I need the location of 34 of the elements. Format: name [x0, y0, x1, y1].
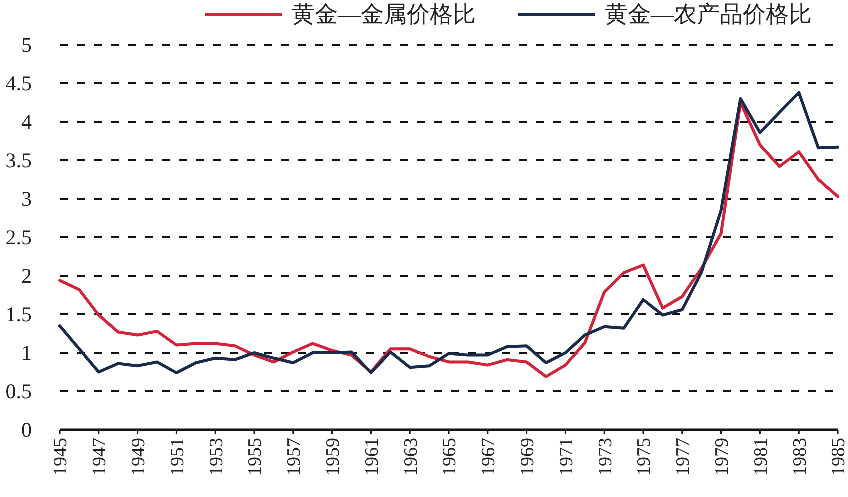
x-tick-label: 1971 — [556, 438, 578, 476]
x-tick-label: 1949 — [128, 438, 150, 476]
y-tick-label: 4.5 — [6, 72, 32, 96]
y-tick-label: 5 — [22, 33, 32, 57]
y-tick-label: 3 — [22, 187, 32, 211]
y-tick-label: 0 — [22, 418, 32, 442]
x-tick-label: 1963 — [400, 438, 422, 476]
x-tick-label: 1965 — [440, 438, 461, 476]
x-tick-label: 1945 — [50, 438, 72, 476]
y-tick-label: 1 — [22, 341, 32, 365]
x-tick-label: 1973 — [595, 438, 616, 476]
legend-label: 黄金—农产品价格比 — [605, 2, 812, 27]
x-tick-label: 1957 — [284, 438, 306, 476]
x-tick-label: 1983 — [790, 438, 811, 476]
x-tick-label: 1985 — [828, 438, 848, 476]
x-tick-label: 1955 — [245, 438, 266, 476]
x-tick-label: 1961 — [362, 438, 383, 476]
x-tick-label: 1977 — [673, 438, 694, 476]
x-tick-label: 1947 — [90, 438, 111, 476]
x-tick-label: 1953 — [206, 438, 228, 476]
y-tick-label: 3.5 — [6, 148, 32, 172]
x-tick-label: 1975 — [634, 438, 656, 476]
x-tick-label: 1959 — [322, 438, 344, 476]
y-tick-label: 1.5 — [6, 302, 32, 326]
x-tick-label: 1967 — [478, 438, 500, 476]
legend-label: 黄金—金属价格比 — [292, 2, 476, 27]
y-tick-label: 0.5 — [6, 380, 32, 404]
y-tick-label: 2 — [22, 264, 32, 288]
x-tick-label: 1981 — [750, 438, 772, 476]
x-tick-label: 1969 — [517, 438, 538, 476]
x-tick-label: 1979 — [712, 438, 733, 476]
y-tick-label: 2.5 — [6, 226, 32, 250]
y-tick-label: 4 — [22, 110, 32, 134]
x-tick-label: 1951 — [167, 438, 188, 476]
